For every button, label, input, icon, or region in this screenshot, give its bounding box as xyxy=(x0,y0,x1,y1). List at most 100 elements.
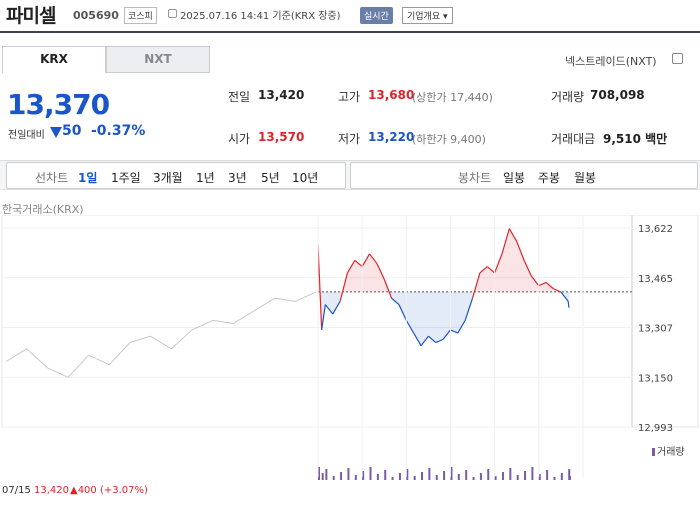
area-segment xyxy=(354,260,363,292)
area-segment xyxy=(391,291,399,305)
chart-source: 한국거래소(KRX) xyxy=(2,203,84,216)
candle-weekly[interactable]: 주봉 xyxy=(538,171,561,185)
intraday-chart[interactable]: 13,622 13,465 13,307 13,150 12,993 07/1610:0… xyxy=(0,215,700,485)
tab-nxt[interactable]: NXT xyxy=(106,46,210,73)
prev-label: 전일 xyxy=(228,90,251,104)
volume-bar xyxy=(560,473,563,480)
x-axis: 07/1610:0011:0012:0013:0014:0015:00 xyxy=(317,215,584,477)
volume-bar xyxy=(362,471,365,480)
price-segment xyxy=(398,304,407,321)
area-segment xyxy=(443,291,451,340)
volume-bar xyxy=(354,475,357,480)
period-1d[interactable]: 1일 xyxy=(78,171,98,185)
period-5y[interactable]: 5년 xyxy=(261,171,280,185)
price-segment xyxy=(486,266,496,274)
area-segment xyxy=(428,291,436,343)
prev-value: 13,420 xyxy=(258,88,305,102)
nextrade-link[interactable]: 넥스트레이드(NXT) xyxy=(565,55,657,68)
volume-bar xyxy=(369,467,372,480)
area-segment xyxy=(479,266,488,292)
lower-limit: (하한가 9,400) xyxy=(412,133,486,146)
tab-krx[interactable]: KRX xyxy=(2,46,106,73)
price-segment xyxy=(376,263,385,280)
footer-prev-date: 07/15 xyxy=(2,485,31,496)
volume-bar xyxy=(501,472,504,480)
price-segment xyxy=(332,301,341,315)
area-segment xyxy=(524,260,532,292)
period-3m[interactable]: 3개월 xyxy=(153,171,183,185)
price-segment xyxy=(464,298,474,321)
volume-legend-swatch xyxy=(652,448,655,456)
price-segment xyxy=(369,253,378,264)
area-segment xyxy=(398,291,407,321)
price-segment xyxy=(361,253,371,267)
line-chart-periods: 선차트 1일 1주일 3개월 1년 3년 5년 10년 xyxy=(6,162,346,189)
price-segment xyxy=(435,338,444,344)
y-axis: 13,622 13,465 13,307 13,150 12,993 xyxy=(2,224,673,434)
volume-bar xyxy=(332,476,335,480)
external-link-icon[interactable] xyxy=(672,53,683,64)
high-value: 13,680 xyxy=(368,88,415,102)
period-3y[interactable]: 3년 xyxy=(228,171,247,185)
candle-daily[interactable]: 일봉 xyxy=(503,171,526,185)
volume-bar xyxy=(494,476,497,480)
volume-bar xyxy=(465,470,468,480)
volume-bar xyxy=(325,469,328,480)
price-segment xyxy=(457,320,466,334)
price-segment xyxy=(530,275,540,286)
stock-header: 파미셀 005690 코스피 2025.07.16 14:41 기준(KRX 장… xyxy=(0,0,700,33)
current-price: 13,370 xyxy=(7,88,110,121)
volume-bar xyxy=(321,473,324,480)
y-tick-label: 13,465 xyxy=(638,274,673,285)
price-segment xyxy=(427,335,437,343)
area-segment xyxy=(421,291,429,346)
volume-bar xyxy=(487,469,490,480)
area-segment xyxy=(413,291,422,346)
price-segment xyxy=(479,266,488,274)
volume-bar xyxy=(553,477,556,480)
company-overview-dropdown[interactable]: 기업개요 ▾ xyxy=(402,7,453,24)
low-label: 저가 xyxy=(338,132,361,146)
price-segment xyxy=(545,281,554,290)
volume-bar xyxy=(376,474,379,480)
chevron-down-icon: ▾ xyxy=(440,12,448,22)
volume-bar xyxy=(538,474,541,480)
realtime-button[interactable]: 실시간 xyxy=(360,7,393,24)
candle-monthly[interactable]: 월봉 xyxy=(574,171,597,185)
price-segment xyxy=(471,272,481,299)
area-segment xyxy=(376,263,385,292)
upper-limit: (상한가 17,440) xyxy=(412,91,493,104)
price-segment xyxy=(553,288,562,293)
area-segment xyxy=(332,291,341,315)
volume-bar xyxy=(450,467,453,480)
volume-bar xyxy=(472,477,475,480)
open-value: 13,570 xyxy=(258,130,305,144)
y-tick-label: 13,307 xyxy=(638,324,673,335)
change-percent: -0.37% xyxy=(91,123,146,139)
open-label: 시가 xyxy=(228,132,251,146)
area-segment xyxy=(531,276,539,292)
candle-chart-periods: 봉차트 일봉 주봉 월봉 xyxy=(350,162,698,189)
period-10y[interactable]: 10년 xyxy=(292,171,319,185)
y-tick-label: 12,993 xyxy=(638,423,673,434)
footer-prev-change: ▲400 (+3.07%) xyxy=(70,485,148,496)
area-segment xyxy=(509,228,517,292)
area-segment xyxy=(384,279,392,299)
price-segment xyxy=(321,304,326,330)
price-segment xyxy=(516,241,525,261)
area-segment xyxy=(347,260,355,292)
volume-bar xyxy=(391,477,394,480)
price-segment xyxy=(450,329,459,334)
down-arrow-icon xyxy=(50,127,62,138)
period-1y[interactable]: 1년 xyxy=(196,171,215,185)
area-segment xyxy=(516,241,525,292)
period-1w[interactable]: 1주일 xyxy=(111,171,141,185)
footer-prev-close: 13,420 xyxy=(34,485,69,496)
area-segment xyxy=(435,291,444,343)
price-segment xyxy=(567,301,570,308)
volume-bar xyxy=(347,468,350,480)
price-segment xyxy=(501,228,510,255)
volume-bar xyxy=(457,474,460,480)
area-segment xyxy=(494,253,502,292)
candle-chart-label: 봉차트 xyxy=(458,171,492,185)
